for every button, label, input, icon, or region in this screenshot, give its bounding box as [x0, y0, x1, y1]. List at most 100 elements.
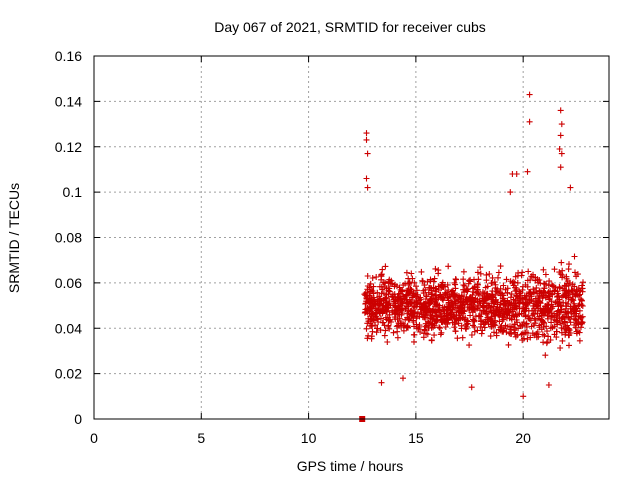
- data-point: [413, 299, 420, 306]
- data-point: [397, 320, 404, 327]
- data-point: [370, 310, 377, 317]
- data-point: [389, 280, 396, 287]
- data-point: [474, 327, 481, 334]
- data-point: [422, 320, 429, 327]
- data-point: [572, 291, 579, 297]
- data-point: [527, 290, 534, 297]
- data-point: [486, 271, 493, 277]
- data-point: [430, 278, 437, 285]
- data-point: [495, 326, 502, 333]
- data-point: [497, 285, 504, 292]
- data-point: [389, 307, 396, 314]
- data-point: [506, 330, 513, 337]
- data-point: [500, 282, 507, 289]
- data-point: [432, 291, 439, 298]
- data-point-outlier: [526, 118, 533, 125]
- data-point: [562, 309, 569, 316]
- data-point: [565, 314, 572, 321]
- data-point: [451, 324, 458, 331]
- data-point: [452, 328, 459, 334]
- data-point: [374, 316, 381, 323]
- plot-frame: [93, 55, 610, 420]
- data-point: [451, 319, 458, 325]
- data-point: [519, 283, 526, 290]
- data-point: [380, 279, 387, 286]
- data-point: [464, 288, 471, 295]
- data-point: [475, 302, 482, 309]
- data-point: [557, 302, 564, 309]
- data-point: [398, 324, 405, 330]
- data-point: [427, 276, 434, 283]
- data-point: [474, 286, 481, 293]
- data-point: [481, 309, 487, 316]
- y-tick-label: 0.08: [55, 230, 82, 246]
- data-point: [432, 298, 439, 305]
- data-point: [421, 330, 427, 337]
- data-point: [404, 287, 411, 294]
- data-point: [569, 281, 576, 288]
- x-tick-label: 10: [301, 430, 317, 446]
- data-point: [454, 335, 461, 342]
- data-point-outlier: [520, 393, 527, 400]
- data-point: [420, 290, 427, 297]
- data-point: [565, 266, 572, 273]
- data-point: [487, 333, 494, 340]
- data-point: [492, 284, 499, 291]
- data-point: [458, 309, 465, 316]
- data-point: [487, 293, 493, 299]
- data-point: [530, 310, 537, 317]
- data-point: [542, 352, 549, 359]
- data-point: [433, 295, 440, 301]
- data-point: [434, 317, 441, 324]
- data-point: [467, 276, 474, 283]
- data-point: [567, 305, 574, 312]
- data-point: [559, 285, 566, 292]
- data-point: [382, 327, 389, 334]
- data-point: [560, 292, 567, 299]
- data-point: [554, 293, 560, 300]
- data-point: [399, 299, 406, 306]
- data-point: [528, 273, 535, 280]
- data-point: [386, 311, 393, 318]
- data-point: [422, 314, 429, 321]
- data-point: [578, 297, 585, 304]
- data-point: [573, 286, 580, 293]
- data-point: [544, 306, 551, 313]
- data-point: [547, 293, 553, 300]
- data-point: [558, 303, 565, 310]
- data-point: [548, 319, 555, 326]
- data-point: [448, 298, 455, 305]
- data-point: [579, 282, 585, 289]
- data-point: [364, 273, 371, 279]
- data-point: [538, 321, 545, 328]
- y-tick-label: 0.04: [55, 320, 82, 336]
- data-point: [423, 308, 430, 315]
- data-point: [435, 305, 442, 312]
- data-point: [410, 317, 416, 324]
- data-point: [556, 315, 563, 322]
- data-point: [559, 337, 566, 344]
- data-point: [491, 310, 498, 317]
- data-point: [364, 292, 370, 299]
- data-point: [374, 325, 380, 332]
- data-point: [525, 268, 532, 275]
- data-point: [394, 328, 401, 335]
- data-point: [540, 266, 547, 273]
- data-point: [503, 315, 510, 322]
- data-point: [498, 306, 505, 313]
- data-point: [513, 303, 520, 309]
- data-point: [476, 291, 483, 298]
- data-point: [572, 269, 578, 276]
- data-point: [542, 303, 549, 310]
- data-point: [543, 340, 550, 347]
- data-point: [514, 332, 521, 339]
- data-point: [369, 275, 376, 281]
- data-point: [432, 265, 439, 272]
- data-point: [578, 320, 585, 327]
- data-point: [547, 325, 554, 332]
- data-point-outlier: [558, 150, 565, 157]
- data-point: [477, 323, 484, 330]
- data-point: [548, 281, 555, 288]
- data-point: [436, 324, 443, 331]
- data-point: [405, 280, 412, 287]
